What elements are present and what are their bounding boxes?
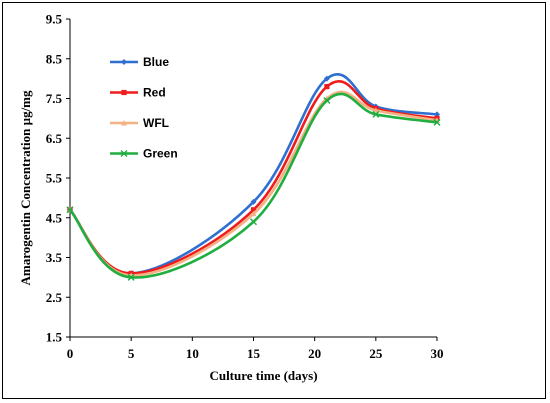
x-tick-label: 10 bbox=[186, 346, 199, 361]
x-tick-labels: 0 5 10 15 20 25 30 bbox=[67, 346, 444, 361]
legend-item-wfl: WFL bbox=[110, 116, 169, 130]
series-line-red bbox=[68, 80, 439, 275]
series-line-green bbox=[68, 92, 439, 279]
data-point-wfl bbox=[250, 210, 257, 217]
data-point-red bbox=[324, 83, 330, 90]
y-tick-label: 4.5 bbox=[46, 210, 63, 225]
series-green bbox=[66, 92, 441, 281]
data-point-green bbox=[372, 110, 380, 118]
data-point-green bbox=[323, 96, 331, 104]
x-tick-label: 30 bbox=[431, 346, 444, 361]
x-tick-label: 25 bbox=[369, 346, 383, 361]
y-axis-label: Amarogentin Concentration µg/mg bbox=[18, 90, 33, 286]
y-tick-label: 1.5 bbox=[46, 330, 63, 345]
legend: Blue Red WFL Green bbox=[110, 55, 178, 161]
x-axis-label: Culture time (days) bbox=[209, 368, 317, 383]
legend-item-red: Red bbox=[110, 86, 166, 100]
y-tick-label: 7.5 bbox=[46, 91, 63, 106]
data-point-green bbox=[127, 273, 135, 281]
data-point-green bbox=[250, 218, 257, 226]
legend-item-blue: Blue bbox=[110, 55, 169, 69]
series-line-wfl bbox=[68, 90, 439, 277]
series-red bbox=[67, 80, 440, 276]
legend-label-green: Green bbox=[143, 147, 178, 161]
data-point-green bbox=[66, 206, 74, 214]
x-tick-label: 20 bbox=[308, 346, 321, 361]
series-blue bbox=[67, 73, 440, 277]
legend-marker-wfl bbox=[121, 120, 127, 126]
y-tick-label: 6.5 bbox=[46, 131, 63, 146]
y-tick-label: 5.5 bbox=[46, 171, 63, 186]
chart-frame bbox=[2, 2, 546, 399]
legend-label-red: Red bbox=[143, 86, 166, 100]
y-tick-label: 3.5 bbox=[46, 250, 63, 265]
series-line-blue bbox=[68, 73, 439, 275]
axes bbox=[66, 18, 438, 341]
data-point-wfl bbox=[372, 107, 379, 113]
x-tick-label: 5 bbox=[128, 346, 135, 361]
y-tick-label: 2.5 bbox=[46, 290, 63, 305]
legend-label-blue: Blue bbox=[143, 55, 169, 69]
data-point-green bbox=[433, 118, 441, 126]
data-point-red bbox=[250, 207, 257, 213]
series-wfl bbox=[67, 90, 440, 278]
x-tick-label: 0 bbox=[67, 346, 74, 361]
series-layer bbox=[66, 73, 441, 281]
y-tick-label: 8.5 bbox=[46, 51, 63, 66]
legend-item-green: Green bbox=[110, 147, 178, 161]
y-tick-label: 9.5 bbox=[46, 12, 63, 27]
legend-marker-red bbox=[121, 89, 127, 96]
legend-marker-green bbox=[120, 150, 128, 157]
data-point-blue bbox=[250, 198, 257, 205]
x-tick-label: 15 bbox=[247, 346, 261, 361]
y-tick-labels: 1.5 2.5 3.5 4.5 5.5 6.5 7.5 8.5 9.5 bbox=[46, 12, 63, 345]
data-point-blue bbox=[323, 75, 330, 82]
legend-marker-blue bbox=[121, 59, 127, 65]
legend-label-wfl: WFL bbox=[143, 116, 169, 130]
